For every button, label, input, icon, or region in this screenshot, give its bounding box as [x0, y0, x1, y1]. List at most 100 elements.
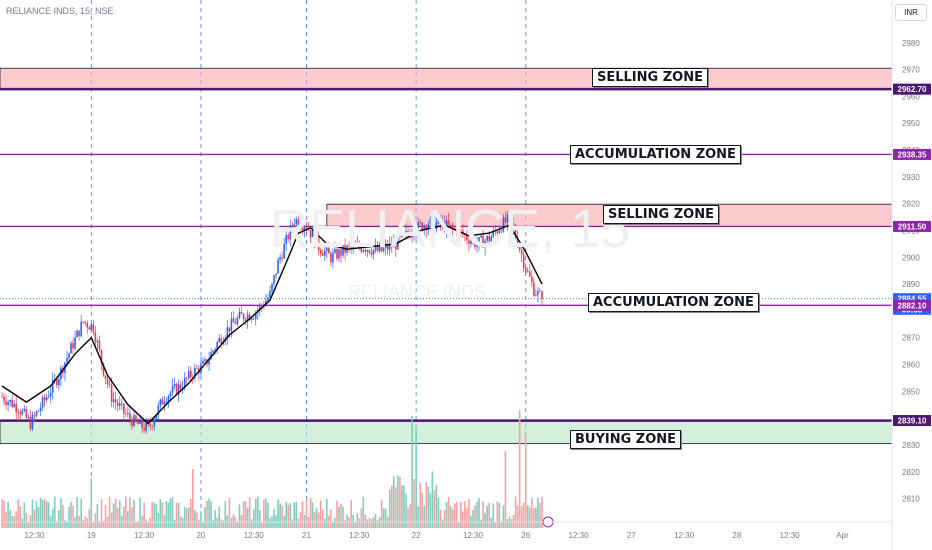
candle-body: [11, 399, 13, 407]
candle-body: [116, 402, 119, 406]
candle-body: [118, 403, 121, 406]
candle-body: [449, 224, 452, 226]
candle-body: [455, 229, 458, 236]
candle-body: [157, 405, 160, 416]
volume-bar: [41, 500, 44, 528]
candle-body: [510, 214, 513, 223]
volume-bar: [311, 502, 314, 528]
price-tick-label: 2930: [902, 173, 920, 182]
candle-body: [476, 244, 478, 247]
volume-bar: [459, 502, 462, 528]
candle-body: [451, 224, 454, 229]
currency-button[interactable]: INR: [895, 4, 927, 21]
candle-body: [92, 324, 95, 333]
candle-body: [100, 349, 103, 364]
selling-zone-label-top: SELLING ZONE: [592, 68, 708, 87]
candle-body: [401, 233, 403, 237]
candle-body: [56, 379, 58, 386]
volume-bar: [431, 471, 434, 528]
candle-body: [504, 217, 507, 223]
candle-body: [179, 384, 182, 389]
volume-bar: [390, 485, 393, 528]
candle-body: [537, 290, 539, 296]
candle-body: [141, 419, 143, 428]
volume-bar: [520, 506, 523, 528]
buying-zone-label: BUYING ZONE: [570, 430, 682, 449]
volume-bar: [232, 514, 235, 528]
candle-body: [437, 218, 440, 223]
candle-body: [319, 250, 322, 254]
volume-bar: [474, 505, 476, 528]
candle-body: [145, 422, 147, 431]
volume-bar: [524, 433, 527, 528]
candle-body: [29, 417, 32, 430]
volume-bar: [228, 497, 231, 528]
volume-bar: [319, 500, 322, 528]
candle-body: [183, 377, 186, 389]
volume-bar: [31, 499, 34, 528]
price-tick-label: 2920: [902, 200, 920, 209]
candle-body: [3, 396, 5, 402]
volume-bar: [90, 478, 93, 528]
price-axis[interactable]: 2810282028302840285028602870288028902900…: [891, 0, 920, 550]
candle-body: [336, 248, 338, 259]
volume-bar: [149, 517, 151, 528]
price-tag-label: 2884.55: [898, 295, 927, 304]
candle-body: [131, 418, 133, 426]
candle-body: [226, 327, 229, 338]
volume-bar: [35, 500, 38, 528]
candle-body: [114, 399, 117, 403]
volume-bar: [484, 512, 486, 528]
volume-bar: [9, 510, 11, 528]
volume-bar: [3, 500, 5, 528]
volume-bar: [47, 502, 50, 528]
volume-bar: [500, 521, 503, 528]
candle-body: [508, 214, 511, 215]
candle-body: [15, 403, 18, 413]
volume-bar: [114, 498, 117, 528]
candle-body: [208, 359, 210, 365]
candle-body: [535, 295, 537, 296]
candle-body: [466, 234, 468, 240]
price-tags: 2962.702938.352911.502884.5503:582882.10…: [893, 83, 931, 427]
candle-body: [425, 225, 428, 231]
volume-bar: [208, 498, 210, 528]
volume-bar: [155, 504, 158, 528]
time-tick-label: 12:30: [674, 531, 695, 540]
volume-bar: [151, 502, 154, 528]
candle-body: [279, 257, 281, 260]
candle-body: [230, 318, 233, 332]
candle-body: [273, 275, 275, 284]
candle-body: [358, 243, 361, 248]
volume-bar: [285, 502, 287, 528]
candle-body: [177, 384, 180, 395]
volume-bar: [131, 507, 133, 528]
volume-bar: [506, 519, 509, 528]
time-tick-label: 19: [87, 531, 96, 540]
volume-bar: [287, 504, 290, 528]
volume-bar: [362, 496, 365, 528]
price-tag-label: 2962.70: [898, 85, 927, 94]
candle-body: [531, 276, 533, 283]
candle-body: [380, 246, 383, 252]
candle-body: [173, 384, 176, 387]
volume-bar: [254, 498, 257, 528]
volume-bar: [301, 501, 304, 528]
volume-bar: [60, 498, 62, 528]
time-axis[interactable]: 12:30 19 12:30 20 12:30 21 12:30 22 12:30 26 12:30…: [0, 521, 892, 540]
volume-bar: [25, 513, 28, 528]
candle-body: [19, 412, 22, 415]
zone-box: [0, 67, 893, 90]
price-tick-label: 2970: [902, 66, 920, 75]
time-tick-label: 21: [302, 531, 311, 540]
price-tag-box: [893, 293, 931, 305]
volume-bar: [214, 510, 216, 528]
volume-bar: [51, 508, 54, 528]
volume-bar: [488, 502, 490, 528]
price-tick-label: 2810: [902, 495, 920, 504]
volume-bar: [116, 508, 119, 528]
volume-bar: [33, 509, 36, 528]
candle-body: [110, 384, 113, 402]
volume-bar: [15, 511, 18, 528]
